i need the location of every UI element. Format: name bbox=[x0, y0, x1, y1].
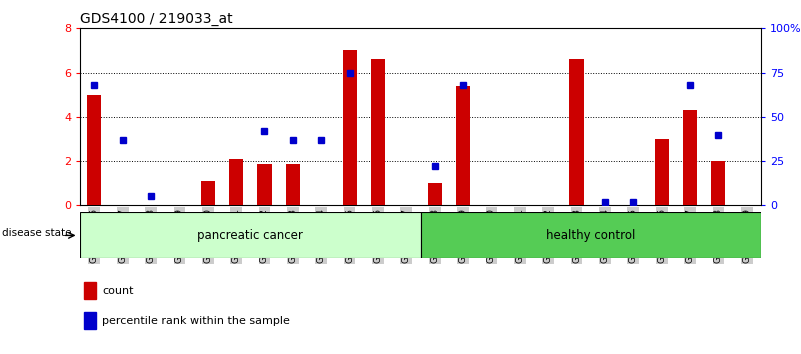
Text: percentile rank within the sample: percentile rank within the sample bbox=[103, 316, 290, 326]
Text: disease state: disease state bbox=[2, 228, 71, 238]
Bar bbox=[570, 59, 584, 205]
Bar bbox=[421, 212, 761, 258]
Bar bbox=[286, 164, 300, 205]
Bar bbox=[371, 59, 385, 205]
Bar bbox=[711, 161, 726, 205]
Bar bbox=[80, 212, 421, 258]
Bar bbox=[343, 51, 356, 205]
Bar bbox=[201, 181, 215, 205]
Bar bbox=[428, 183, 442, 205]
Bar bbox=[84, 312, 96, 329]
Bar bbox=[257, 164, 272, 205]
Bar bbox=[683, 110, 697, 205]
Bar bbox=[87, 95, 102, 205]
Text: pancreatic cancer: pancreatic cancer bbox=[197, 229, 304, 242]
Text: healthy control: healthy control bbox=[546, 229, 635, 242]
Bar bbox=[84, 282, 96, 299]
Text: count: count bbox=[103, 286, 134, 296]
Bar bbox=[654, 139, 669, 205]
Bar bbox=[229, 159, 244, 205]
Text: GDS4100 / 219033_at: GDS4100 / 219033_at bbox=[80, 12, 233, 26]
Bar bbox=[456, 86, 470, 205]
